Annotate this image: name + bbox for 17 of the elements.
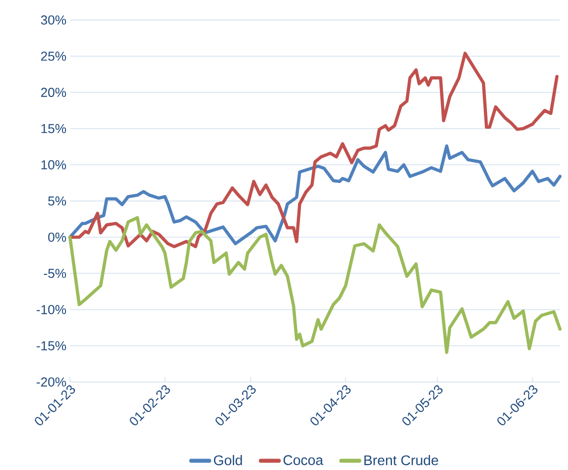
- y-tick-label: 15%: [41, 124, 66, 134]
- line-series: [68, 52, 559, 248]
- y-tick-label: -15%: [36, 341, 66, 350]
- y-tick-label: 25%: [41, 52, 66, 61]
- y-tick-label: 5%: [48, 196, 66, 206]
- line-series: [68, 216, 562, 354]
- y-tick-label: -10%: [36, 304, 66, 314]
- legend-label: Cocoa: [284, 455, 324, 466]
- y-tick-label: 0%: [48, 232, 66, 242]
- y-tick-label: 30%: [40, 15, 66, 25]
- y-tick-label: 10%: [41, 160, 66, 170]
- legend-label: Gold: [214, 454, 242, 466]
- y-tick-label: 20%: [41, 88, 66, 97]
- y-tick-label: -20%: [36, 377, 66, 387]
- line-series: [68, 144, 562, 246]
- legend-label: Brent Crude: [364, 454, 438, 466]
- y-tick-label: -5%: [44, 268, 66, 278]
